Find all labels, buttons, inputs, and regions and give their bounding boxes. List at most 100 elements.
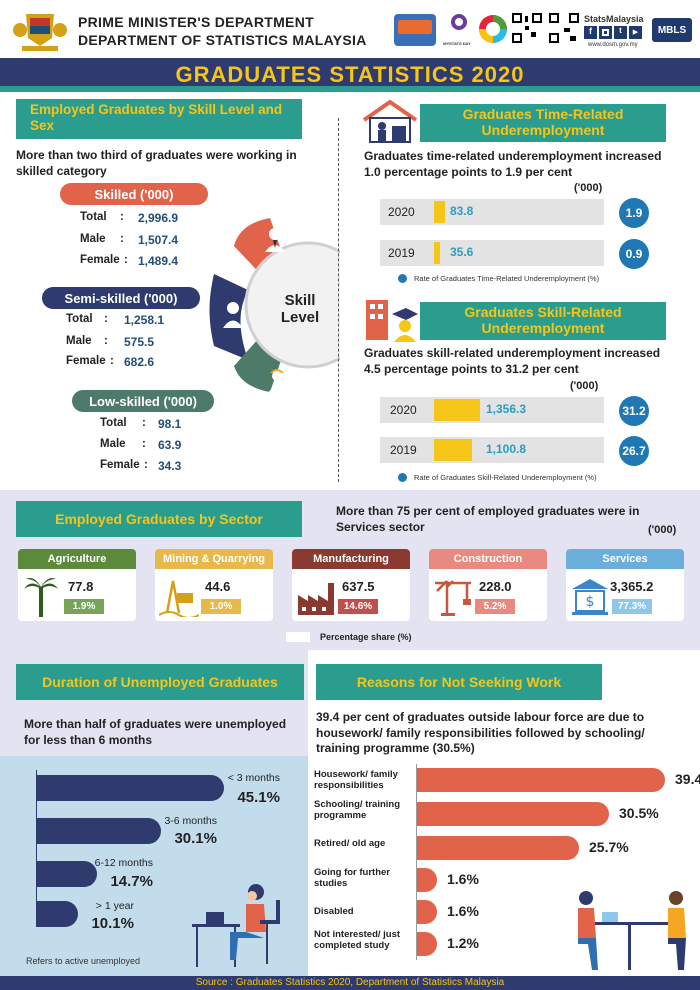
time-value-2020: 83.8 — [450, 204, 474, 218]
time-legend: Rate of Graduates Time-Related Underempl… — [414, 274, 600, 283]
bank-icon: $ — [572, 579, 608, 615]
reason-value: 30.5% — [619, 805, 659, 821]
reason-value: 39.4% — [675, 771, 700, 787]
low-male-label: Male — [100, 438, 126, 450]
instagram-icon[interactable] — [599, 26, 612, 39]
time-heading: Graduates Time-Related Underemployment — [462, 106, 624, 138]
skillrel-note: Graduates skill-related underemployment … — [364, 346, 661, 376]
house-worker-icon — [362, 100, 418, 143]
skillrel-year-2019: 2019 — [390, 443, 417, 457]
svg-text:$: $ — [586, 594, 595, 610]
sector-legend-swatch — [286, 632, 310, 642]
time-rate-2019: 0.9 — [619, 239, 649, 269]
sector-share: 14.6% — [338, 599, 378, 614]
skill-heading-box — [16, 99, 302, 139]
skillrel-heading-box — [420, 302, 666, 340]
time-year-2020: 2020 — [388, 205, 415, 219]
reasons-heading: Reasons for Not Seeking Work — [356, 674, 562, 690]
semi-male-label: Male — [66, 335, 92, 347]
sector-value: 3,365.2 — [610, 579, 654, 594]
reason-bar — [417, 802, 609, 826]
skillrel-rate-2019: 26.7 — [619, 436, 649, 466]
sector-name: Manufacturing — [292, 549, 410, 569]
time-value-2019: 35.6 — [450, 245, 474, 259]
duration-note: More than half of graduates were unemplo… — [24, 717, 287, 747]
duration-heading-box — [16, 664, 304, 700]
low-skilled-worker-icon — [267, 369, 287, 394]
semi-skilled-worker-icon — [223, 302, 243, 328]
skilled-female-value: 1,489.4 — [138, 254, 179, 268]
skillrel-bar-2020 — [434, 399, 480, 421]
oil-rig-icon — [159, 580, 199, 617]
sector-value: 637.5 — [342, 579, 375, 594]
sector-value: 77.8 — [68, 579, 94, 594]
section-divider — [338, 118, 339, 482]
reason-value: 1.6% — [447, 903, 479, 919]
low-female-value: 34.3 — [158, 459, 182, 473]
building-graduate-icon — [366, 300, 418, 342]
skill-heading: Employed Graduates by Skill Level and Se… — [30, 102, 283, 133]
page-title: GRADUATES STATISTICS 2020 — [175, 62, 525, 87]
stats-malaysia-brand: StatsMalaysia — [584, 14, 644, 24]
skillrel-rate-2020: 31.2 — [619, 396, 649, 426]
reason-bar — [417, 836, 579, 860]
crane-icon — [435, 580, 471, 616]
duration-bar — [36, 775, 224, 801]
header-line1: PRIME MINISTER'S DEPARTMENT — [78, 14, 314, 30]
reasons-note: 39.4 per cent of graduates outside labou… — [316, 710, 645, 755]
sector-legend: Percentage share (%) — [320, 632, 412, 642]
sector-heading-box — [16, 501, 302, 537]
duration-label: 6-12 months — [94, 857, 153, 869]
duration-value: 14.7% — [110, 873, 153, 890]
facebook-icon[interactable]: f — [584, 26, 597, 39]
skillrel-bar-track-2019 — [380, 437, 604, 463]
semi-skilled-pill: Semi-skilled ('000) — [42, 287, 200, 309]
skilled-male-label: Male — [80, 233, 106, 245]
semi-total-label: Total — [66, 313, 93, 325]
skill-note: More than two third of graduates were wo… — [16, 148, 297, 178]
semi-female-value: 682.6 — [124, 355, 155, 369]
time-bar-track-2019 — [380, 240, 604, 266]
duration-heading: Duration of Unemployed Graduates — [42, 674, 278, 690]
sector-card-construction: Construction 228.0 5.2% — [429, 549, 547, 621]
malaysia-crest-icon — [13, 14, 67, 51]
reasons-heading-box — [316, 664, 602, 700]
reason-label: Retired/ old age — [314, 838, 386, 849]
reason-bar — [417, 868, 437, 892]
reason-value: 25.7% — [589, 839, 629, 855]
skillrel-legend: Rate of Graduates Skill-Related Underemp… — [414, 473, 597, 482]
low-total-label: Total — [100, 417, 127, 429]
duration-bar — [36, 818, 161, 844]
website-link[interactable]: www.dosm.gov.my — [588, 42, 638, 48]
skilled-total-value: 2,996.9 — [138, 211, 179, 225]
sector-unit: ('000) — [648, 524, 677, 536]
skillrel-bar-track-2020 — [380, 397, 604, 423]
reason-value: 1.2% — [447, 935, 479, 951]
time-bar-2020 — [434, 201, 445, 223]
semi-total-value: 1,258.1 — [124, 313, 165, 327]
time-bar-track-2020 — [380, 199, 604, 225]
sector-name: Agriculture — [18, 549, 136, 569]
low-female-label: Female — [100, 459, 140, 471]
skilled-male-value: 1,507.4 — [138, 233, 179, 247]
skillrel-year-2020: 2020 — [390, 403, 417, 417]
sector-card-services: Services $ 3,365.2 77.3% — [566, 549, 684, 621]
reason-bar — [417, 932, 437, 956]
qr-code-icon — [511, 12, 543, 44]
skillrel-legend-dot — [398, 473, 407, 482]
skilled-worker-icon — [265, 228, 285, 252]
factory-icon — [298, 583, 334, 615]
header-line2: DEPARTMENT OF STATISTICS MALAYSIA — [78, 32, 367, 48]
duration-value: 10.1% — [91, 915, 134, 932]
skilled-pill: Skilled ('000) — [60, 183, 208, 205]
low-male-value: 63.9 — [158, 438, 182, 452]
skillrel-bar-2019 — [434, 439, 472, 461]
twitter-icon[interactable]: t — [614, 26, 627, 39]
skillrel-value-2019: 1,100.8 — [486, 442, 527, 456]
youtube-icon[interactable]: ▶ — [629, 26, 642, 39]
duration-label: > 1 year — [95, 900, 134, 912]
palm-tree-icon — [24, 578, 58, 617]
sector-share: 1.9% — [64, 599, 104, 614]
sector-share: 77.3% — [612, 599, 652, 614]
reason-label: Disabled — [314, 906, 354, 917]
